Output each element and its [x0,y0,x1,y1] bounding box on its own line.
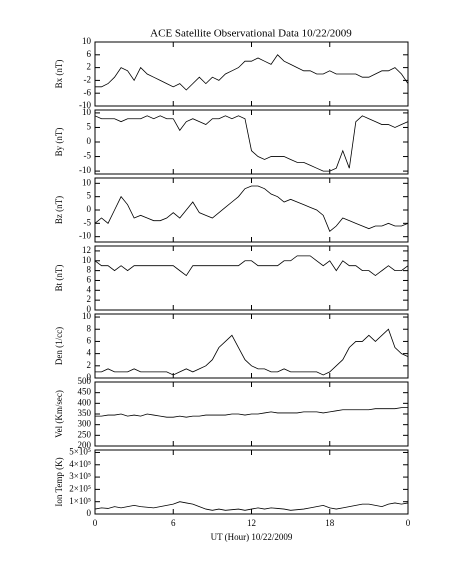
panel-frame [94,177,409,243]
x-tick-label: 0 [406,518,411,528]
y-tick-label: -10 [79,100,91,110]
y-tick-label: 4 [87,284,92,294]
y-axis-label: Bz (nT) [54,196,64,224]
y-tick-label: 350 [78,408,92,418]
y-tick-label: 5×10⁵ [69,447,91,457]
y-tick-label: 5 [87,122,92,132]
x-tick-label: 6 [171,518,176,528]
y-tick-label: 4 [87,348,92,358]
panel-frame [94,41,409,107]
y-tick-label: 6 [87,49,92,59]
y-tick-label: 400 [78,397,92,407]
y-axis-label: Den (1/cc) [54,327,64,365]
y-tick-label: 10 [82,177,92,187]
y-tick-label: 2 [87,294,92,304]
y-tick-label: -5 [84,151,92,161]
x-tick-label: 18 [325,518,335,528]
panel-frame [94,245,409,311]
data-line [95,407,408,418]
y-tick-label: 10 [82,36,92,46]
data-line [94,255,409,277]
y-tick-label: -2 [84,74,92,84]
y-tick-label: -10 [79,165,91,175]
y-tick-label: 5 [87,191,92,201]
x-tick-label: 12 [247,518,256,528]
y-tick-label: 250 [78,429,92,439]
y-tick-label: 8 [87,265,92,275]
y-tick-label: 500 [78,376,92,386]
y-tick-label: 12 [82,245,91,255]
y-tick-label: 4×10⁵ [69,459,91,469]
x-tick-label: 0 [93,518,98,528]
y-tick-label: 200 [78,440,92,450]
y-tick-label: 2 [87,360,92,370]
data-line [95,54,409,91]
y-tick-label: -10 [79,231,91,241]
y-tick-label: 10 [82,107,92,117]
y-tick-label: 0 [87,304,92,314]
y-axis-label: Bx (nT) [54,60,64,89]
data-line [95,328,409,376]
y-tick-label: 0 [87,204,92,214]
y-tick-label: 450 [78,387,92,397]
y-axis-label: Ion Temp (K) [54,457,64,506]
x-axis-label: UT (Hour) 10/22/2009 [211,532,293,542]
y-tick-label: 3×10⁵ [69,471,91,481]
y-tick-label: 10 [82,255,92,265]
y-tick-label: -5 [84,217,92,227]
chart-title: ACE Satellite Observational Data 10/22/2… [150,28,352,40]
y-tick-label: 0 [87,136,92,146]
y-tick-label: 10 [82,311,92,321]
y-tick-label: 2 [87,62,92,72]
data-line [94,501,409,511]
y-tick-label: 6 [87,275,92,285]
y-tick-label: 1×10⁵ [69,496,91,506]
y-axis-label: By (nT) [54,128,64,157]
y-tick-label: 8 [87,323,92,333]
y-tick-label: -6 [84,87,92,97]
y-tick-label: 0 [87,372,92,382]
data-line [94,185,409,232]
panel-frame [94,313,409,379]
y-tick-label: 0 [87,508,92,518]
y-tick-label: 6 [87,335,92,345]
y-tick-label: 2×10⁵ [69,483,91,493]
data-line [94,115,409,172]
panel-frame [94,109,409,175]
y-tick-label: 300 [78,419,92,429]
y-axis-label: Vel (Km/sec) [54,390,64,438]
y-axis-label: Bt (nT) [54,265,64,292]
